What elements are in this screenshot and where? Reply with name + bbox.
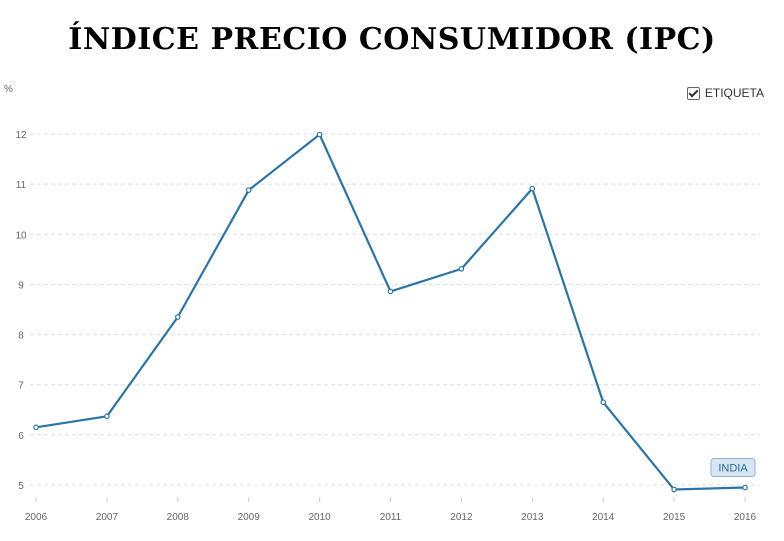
x-tick-label: 2006: [25, 512, 48, 523]
data-point: [245, 187, 252, 193]
x-tick-label: 2007: [96, 512, 119, 523]
y-tick-label: 8: [18, 331, 24, 342]
x-tick-label: 2008: [167, 512, 190, 523]
x-tick-label: 2011: [380, 512, 402, 523]
series-label-box: [710, 458, 756, 478]
y-unit-label: %: [4, 84, 13, 95]
x-tick-label: 2015: [663, 512, 686, 523]
x-tick-label: 2014: [592, 512, 615, 523]
data-point: [316, 131, 323, 138]
gridlines: [30, 133, 760, 486]
series-india: [33, 131, 748, 493]
data-point: [529, 185, 536, 192]
data-point: [104, 413, 110, 420]
data-point: [671, 486, 677, 493]
y-axis: % 5 6 7 8 9 10 11 12: [4, 84, 27, 492]
x-tick-label: 2010: [308, 512, 331, 523]
checkbox-checked-icon[interactable]: [686, 86, 700, 100]
legend-label: ETIQUETA: [704, 86, 764, 100]
data-point: [33, 424, 39, 431]
data-point: [600, 399, 607, 406]
y-tick-label: 7: [18, 381, 24, 392]
series-end-label: INDIA: [710, 458, 756, 478]
y-tick-label: 6: [18, 431, 24, 442]
x-tick-label: 2012: [450, 512, 473, 523]
y-tick-label: 10: [15, 230, 27, 241]
data-point: [742, 484, 748, 491]
y-tick-label: 11: [16, 180, 27, 191]
series-line: [35, 133, 746, 491]
y-tick-label: 12: [15, 130, 27, 141]
legend-toggle[interactable]: ETIQUETA: [686, 86, 764, 100]
series-label-text: INDIA: [718, 463, 748, 475]
x-axis: 2006 2007 2008 2009 2010 2011 2012 2013 2014 2015…: [25, 497, 757, 523]
chart-title: ÍNDICE PRECIO CONSUMIDOR (IPC): [68, 22, 716, 57]
x-tick-label: 2016: [734, 512, 757, 523]
data-point: [175, 314, 181, 320]
y-tick-label: 5: [18, 481, 24, 492]
x-tick-label: 2013: [521, 512, 544, 523]
x-tick-label: 2009: [238, 512, 261, 523]
y-tick-label: 9: [18, 280, 24, 291]
data-point: [387, 288, 394, 295]
data-point: [458, 266, 465, 272]
